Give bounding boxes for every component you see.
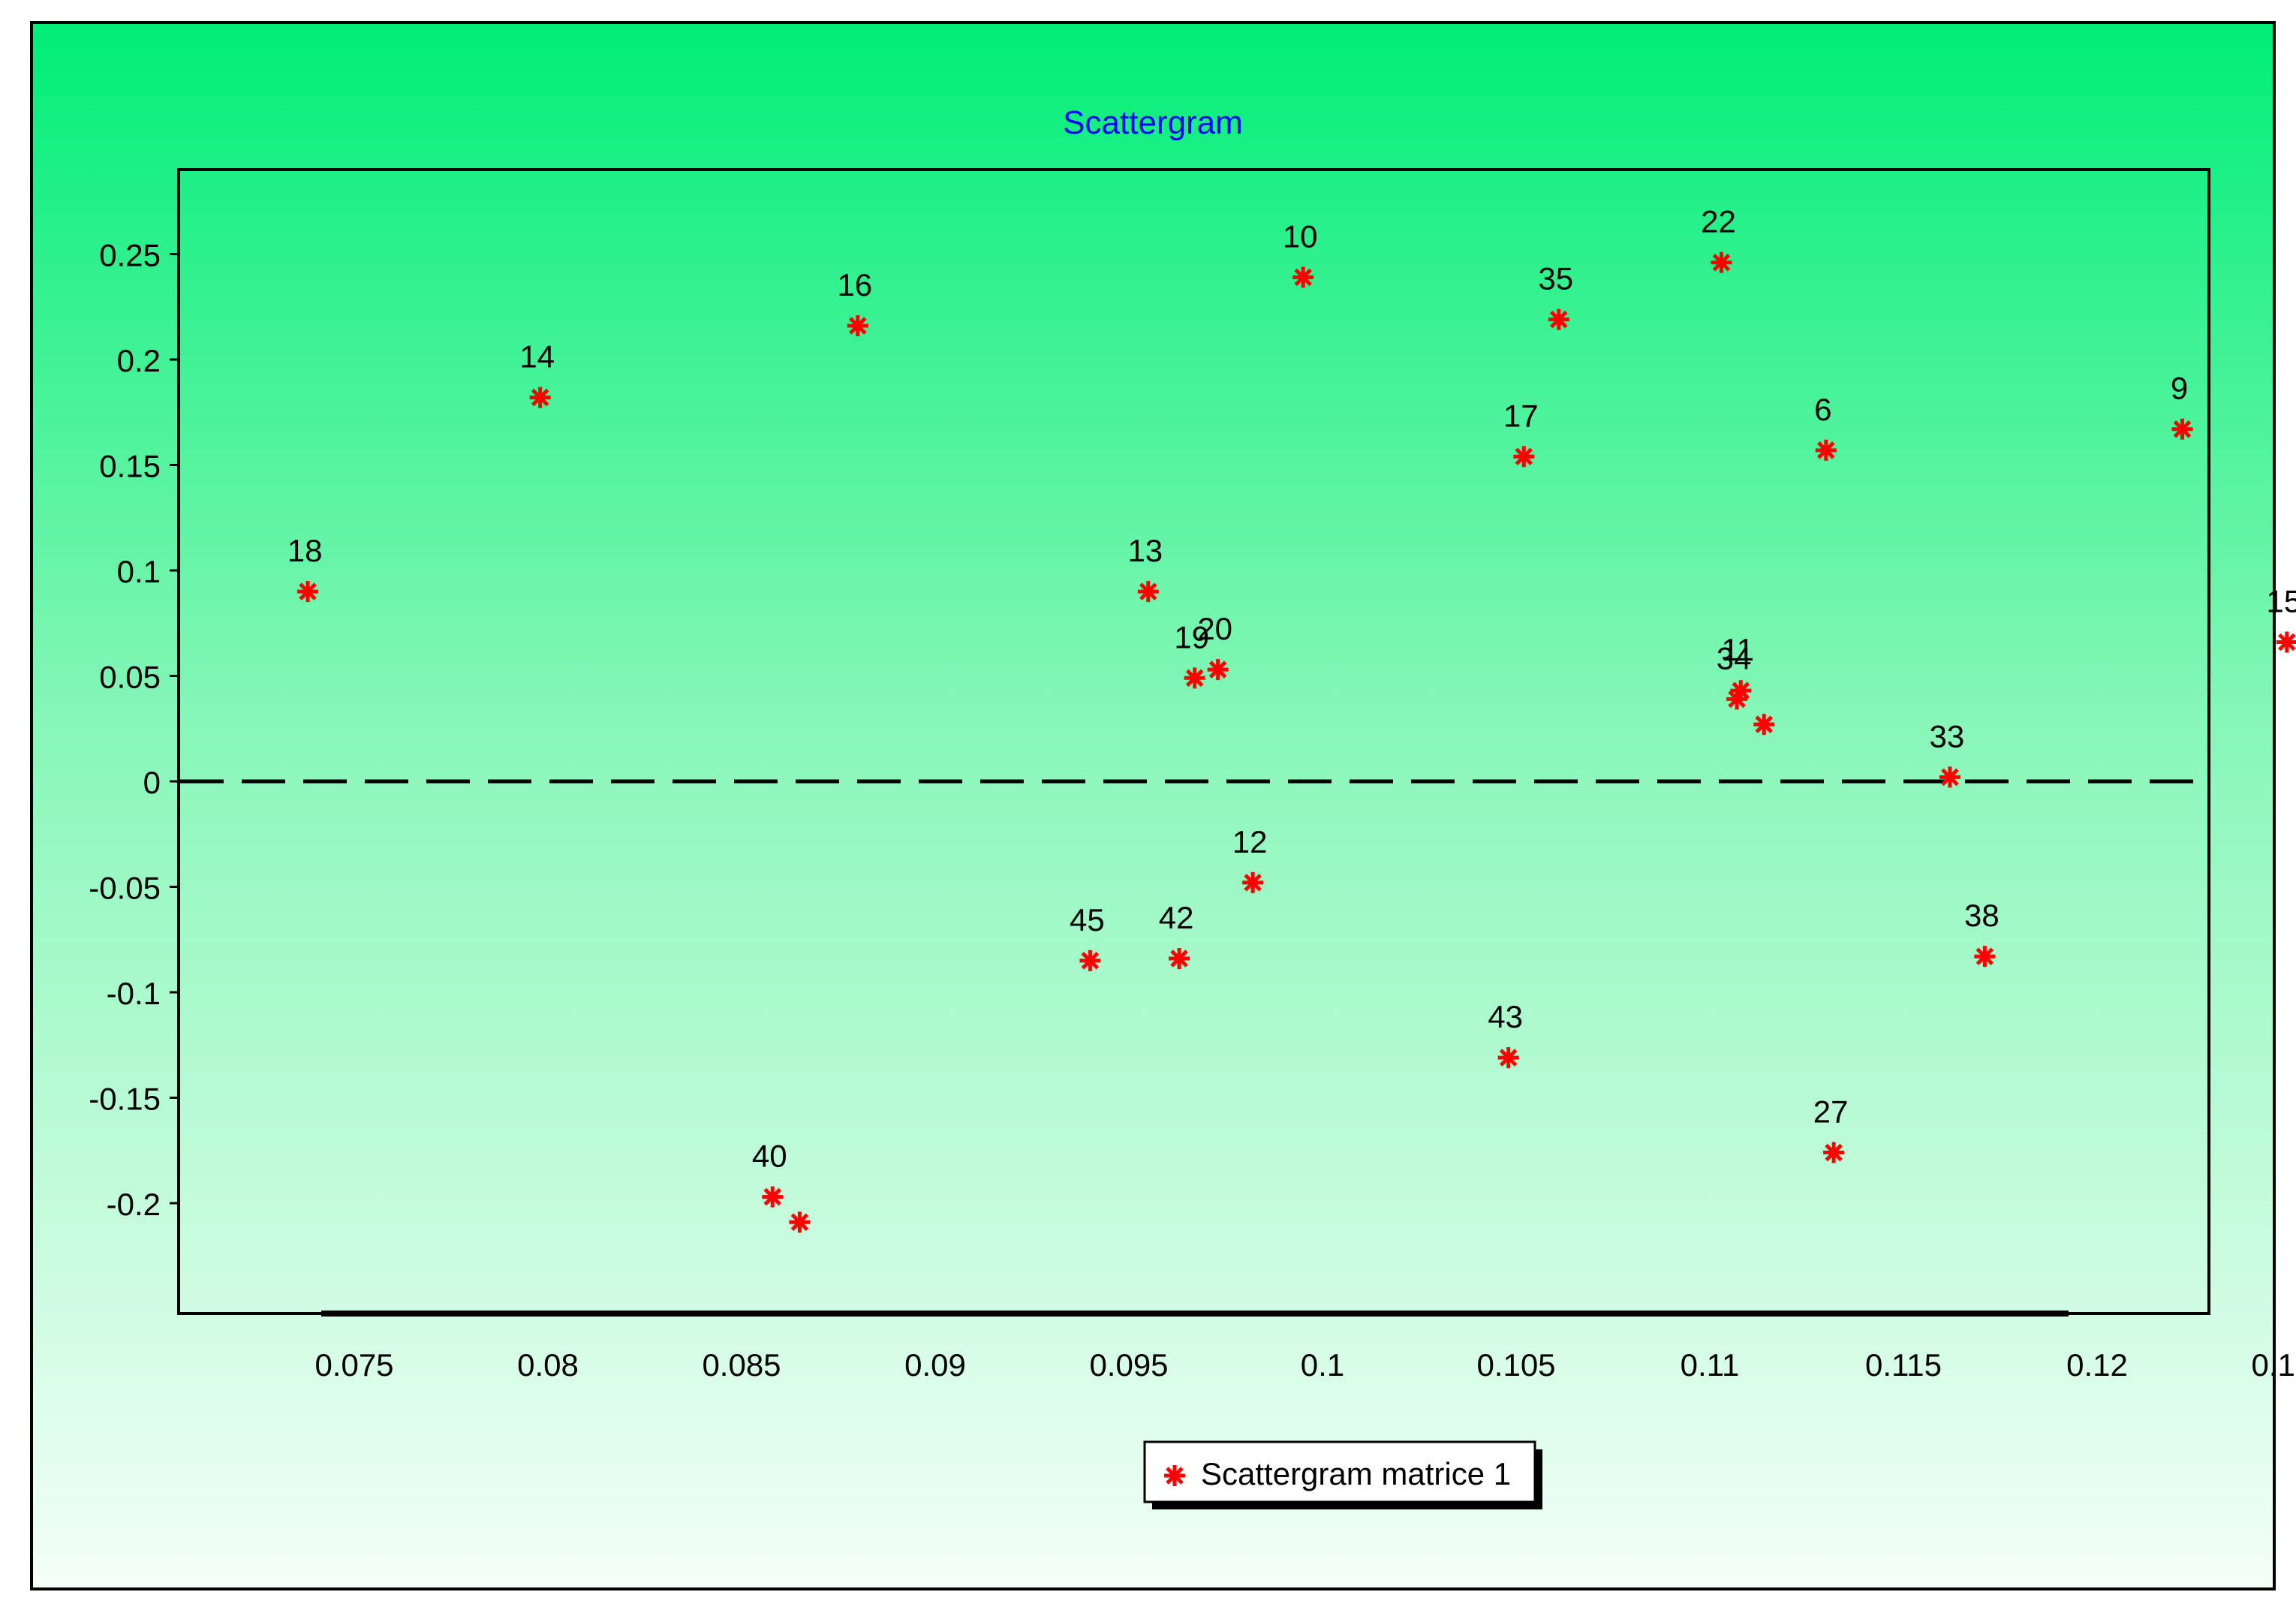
point-label: 34 bbox=[1717, 640, 1752, 676]
data-point bbox=[1292, 266, 1314, 288]
point-label: 16 bbox=[837, 267, 872, 302]
chart-title: Scattergram bbox=[1063, 104, 1243, 141]
x-tick-label: 0.115 bbox=[1865, 1347, 1942, 1383]
legend-label: Scattergram matrice 1 bbox=[1201, 1456, 1511, 1491]
data-point bbox=[1823, 1142, 1845, 1163]
point-label: 43 bbox=[1488, 999, 1523, 1034]
data-point bbox=[1974, 946, 1996, 968]
x-tick-label: 0.085 bbox=[702, 1347, 781, 1383]
point-label: 27 bbox=[1813, 1094, 1849, 1130]
data-point bbox=[1726, 688, 1748, 710]
data-point bbox=[1169, 948, 1190, 970]
y-tick-label: 0 bbox=[143, 765, 161, 800]
point-label: 10 bbox=[1283, 218, 1318, 254]
x-tick-label: 0.105 bbox=[1476, 1347, 1555, 1383]
point-label: 35 bbox=[1538, 261, 1573, 296]
y-tick-label: 0.2 bbox=[117, 343, 161, 378]
data-point bbox=[1753, 714, 1775, 736]
data-point bbox=[1497, 1047, 1519, 1069]
point-label: 14 bbox=[519, 339, 555, 375]
x-tick-label: 0.125 bbox=[2251, 1347, 2296, 1383]
y-tick-label: -0.1 bbox=[107, 976, 161, 1011]
y-tick-label: 0.15 bbox=[99, 449, 161, 484]
point-label: 20 bbox=[1197, 611, 1232, 646]
data-point bbox=[1513, 446, 1535, 468]
legend-marker-icon bbox=[1164, 1465, 1185, 1486]
x-tick-label: 0.11 bbox=[1681, 1347, 1740, 1383]
data-point bbox=[1815, 439, 1837, 461]
data-point bbox=[1242, 871, 1264, 893]
point-label: 19 bbox=[1174, 619, 1209, 655]
x-tick-label: 0.075 bbox=[314, 1347, 393, 1383]
y-tick-label: -0.15 bbox=[89, 1082, 161, 1117]
data-point bbox=[2171, 418, 2193, 440]
data-point bbox=[1207, 659, 1229, 681]
point-label: 15 bbox=[2266, 584, 2296, 619]
data-point bbox=[1137, 581, 1159, 603]
x-axis-ticks: 0.075 0.08 0.085 0.09 0.095 0.1 0.105 0.11 0.115… bbox=[314, 1347, 2296, 1383]
data-point bbox=[1079, 949, 1101, 971]
data-point bbox=[1548, 308, 1569, 330]
point-label: 13 bbox=[1127, 533, 1163, 568]
point-label: 22 bbox=[1701, 204, 1736, 239]
data-point bbox=[789, 1211, 811, 1233]
point-label: 45 bbox=[1070, 902, 1105, 937]
data-point bbox=[2276, 631, 2296, 653]
y-tick-label: 0.1 bbox=[117, 554, 161, 589]
point-label: 11 bbox=[1721, 632, 1754, 667]
point-label: 33 bbox=[1930, 718, 1965, 754]
point-label: 9 bbox=[2171, 371, 2188, 406]
point-label: 18 bbox=[287, 533, 323, 568]
y-tick-label: 0.05 bbox=[99, 660, 161, 695]
point-label: 6 bbox=[1814, 392, 1831, 427]
point-label: 40 bbox=[752, 1139, 787, 1174]
x-tick-label: 0.12 bbox=[2066, 1347, 2128, 1383]
data-point bbox=[847, 315, 868, 337]
x-tick-label: 0.09 bbox=[904, 1347, 966, 1383]
point-label: 42 bbox=[1159, 900, 1194, 935]
data-point bbox=[1184, 667, 1205, 689]
x-tick-label: 0.095 bbox=[1089, 1347, 1168, 1383]
data-point bbox=[1711, 251, 1732, 273]
y-axis-ticks: 0.25 0.2 0.15 0.1 0.05 0 -0.05 -0.1 -0.15 -0.2 bbox=[89, 238, 179, 1222]
data-point bbox=[297, 581, 319, 603]
point-label: 17 bbox=[1503, 398, 1539, 433]
x-tick-label: 0.1 bbox=[1301, 1347, 1344, 1383]
data-point bbox=[1939, 766, 1960, 788]
legend: Scattergram matrice 1 bbox=[1143, 1440, 1542, 1509]
chart-background bbox=[30, 21, 2276, 1590]
point-label: 38 bbox=[1964, 898, 2000, 933]
y-tick-label: -0.2 bbox=[107, 1187, 161, 1222]
y-tick-label: 0.25 bbox=[99, 238, 161, 273]
x-tick-label: 0.08 bbox=[517, 1347, 579, 1383]
legend-box bbox=[1143, 1440, 1536, 1503]
y-tick-label: -0.05 bbox=[89, 871, 161, 906]
data-point bbox=[529, 387, 551, 408]
data-point bbox=[762, 1186, 784, 1208]
point-label: 12 bbox=[1232, 824, 1268, 859]
